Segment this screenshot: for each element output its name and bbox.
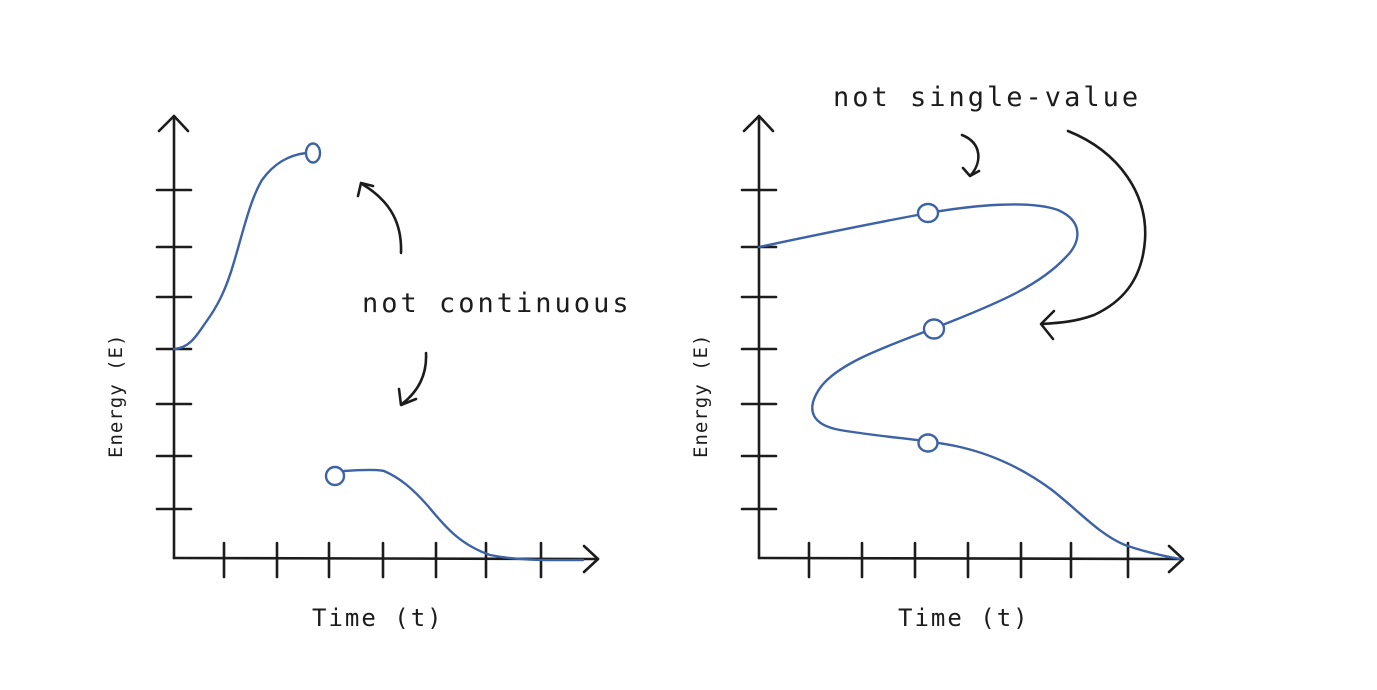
left-open-circle (324, 465, 346, 487)
right-annotation-text: not single-value (833, 82, 1141, 113)
left-arrow-down (400, 351, 428, 406)
right-arrow-large-head (1039, 309, 1056, 341)
left-arrow-up-head (356, 181, 375, 198)
left-y-axis-label: Energy (E) (105, 334, 127, 458)
right-panel: not single-value Time (t) Energy (E) (690, 82, 1185, 632)
right-y-axis-arrowhead (742, 114, 775, 133)
left-x-axis-label: Time (t) (312, 604, 444, 632)
left-x-axis-arrowhead (582, 544, 600, 574)
right-s-curve (757, 203, 1182, 561)
right-x-axis (757, 556, 1185, 561)
left-arrow-down-head (397, 387, 418, 407)
right-x-axis-arrowhead (1167, 544, 1185, 574)
right-arrow-large (1040, 129, 1147, 326)
right-arrow-small-head (961, 166, 981, 178)
right-x-ticks (807, 541, 1130, 579)
right-y-ticks (740, 188, 778, 511)
left-open-circle (304, 142, 322, 164)
left-annotation-text: not continuous (362, 288, 632, 319)
right-open-circle (922, 318, 946, 340)
left-panel: not continuous Time (t) Energy (E) (105, 114, 632, 632)
left-arrow-up (360, 182, 403, 255)
right-open-circle (916, 202, 940, 224)
right-y-axis-label: Energy (E) (690, 334, 712, 458)
right-arrow-small (960, 133, 980, 177)
left-y-axis-arrowhead (157, 114, 190, 133)
right-x-axis-label: Time (t) (898, 604, 1030, 632)
left-curve-segment-1 (172, 151, 308, 351)
left-y-ticks (155, 188, 193, 511)
right-open-circle (917, 433, 939, 453)
left-curve-segment-2 (342, 468, 585, 562)
